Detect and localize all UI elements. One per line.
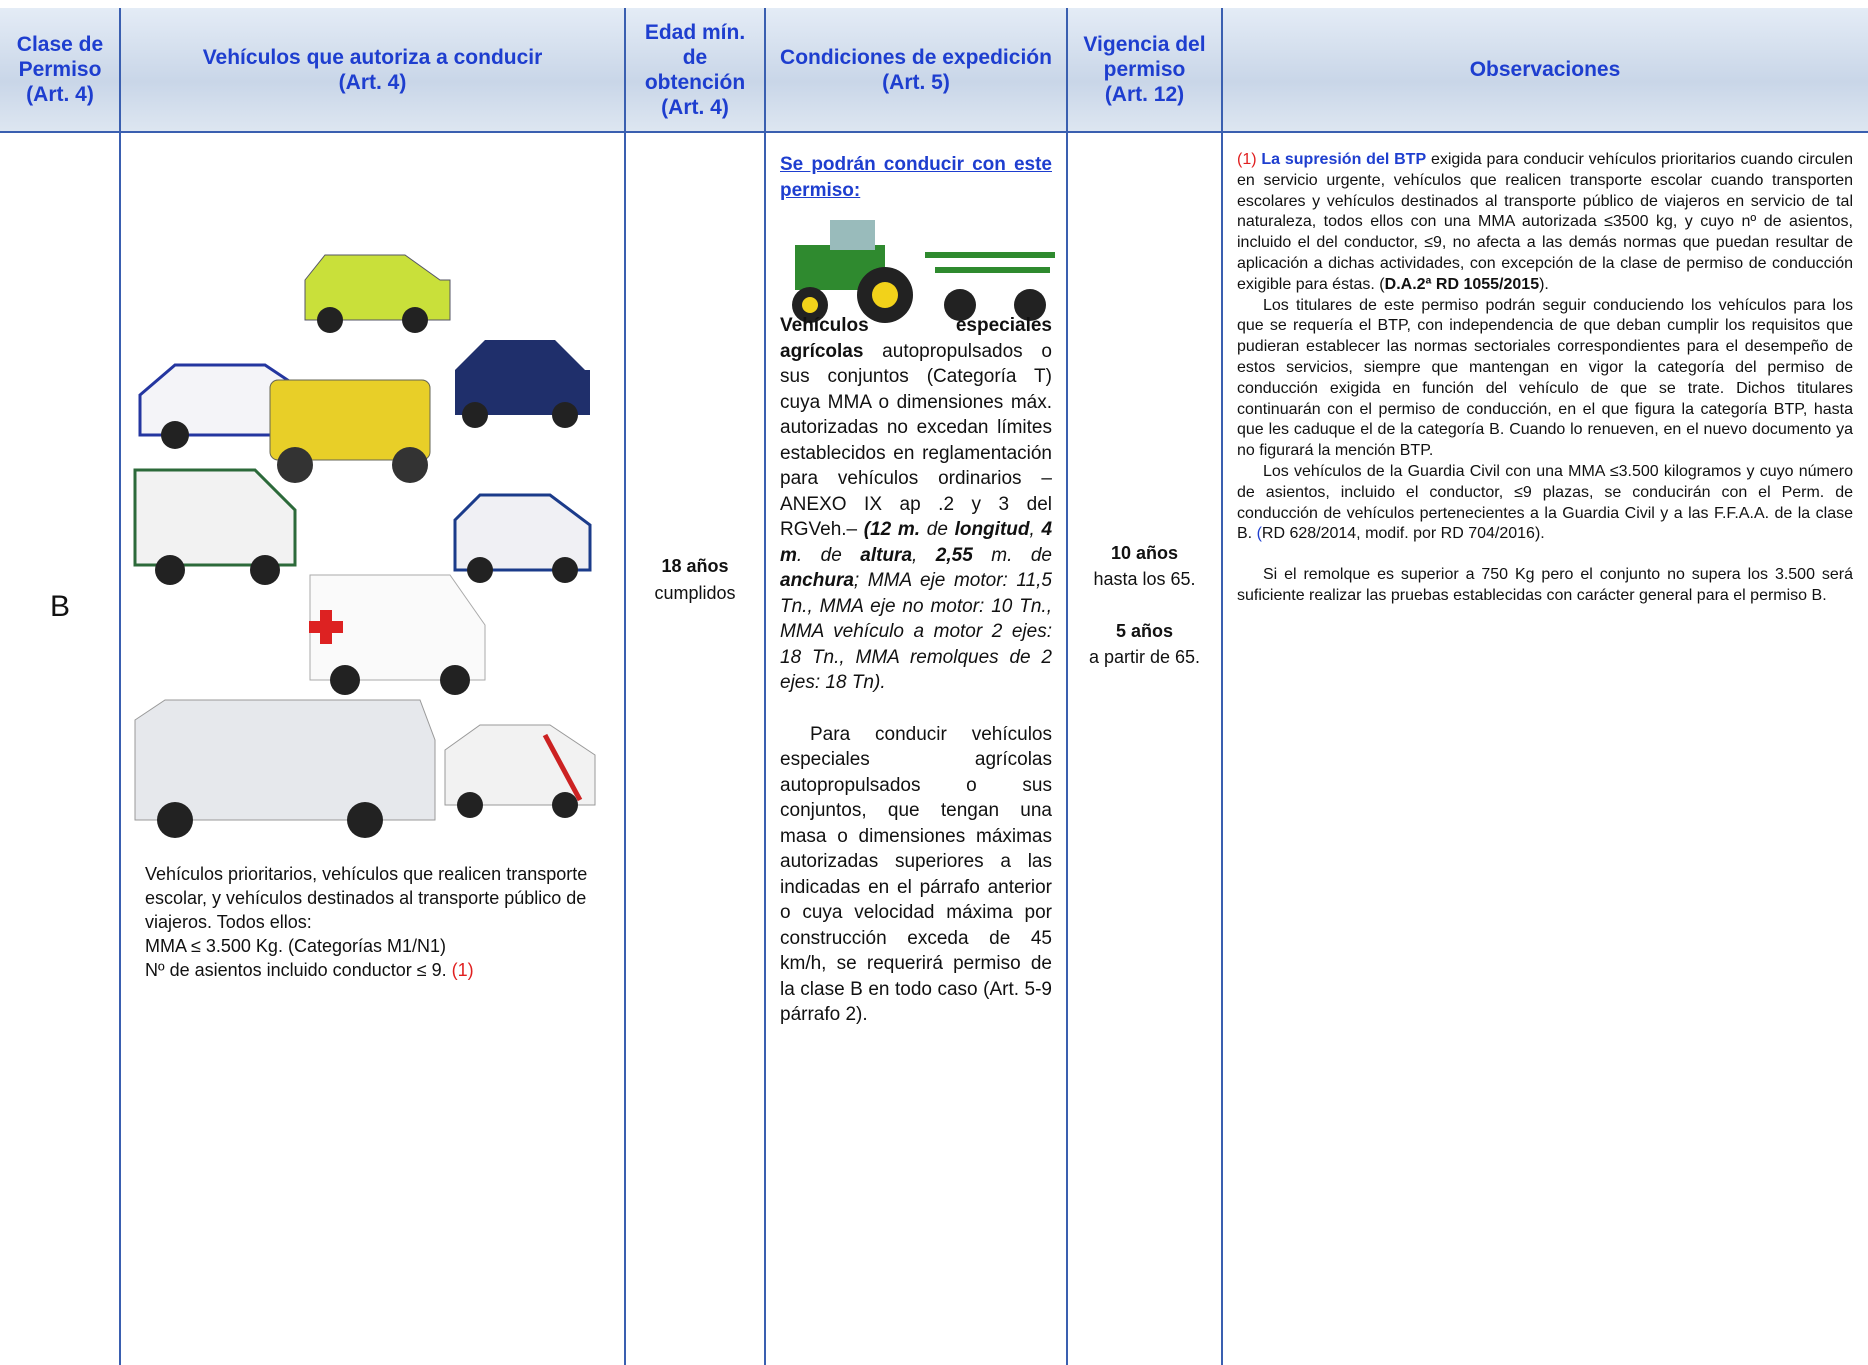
text-run: 2,55 (935, 544, 973, 566)
column-border (764, 8, 766, 1365)
text-run: altura (860, 544, 913, 566)
text-run: Para conducir vehículos especiales agríc… (780, 723, 1052, 1026)
header-cell: Vigencia del permiso (Art. 12) (1067, 8, 1222, 133)
column-border (1066, 8, 1068, 1365)
condiciones-text: Se podrán conducir con este permiso: Vehí… (780, 152, 1052, 1028)
header-line: (Art. 5) (882, 70, 950, 94)
ambulance-photo (309, 574, 486, 695)
text-run: exigida para conducir vehículos priorita… (1237, 151, 1853, 293)
paragraph: 5 años (1067, 618, 1222, 644)
text-run: , (912, 544, 936, 566)
paragraph: Los titulares de este permiso podrán seg… (1237, 296, 1853, 462)
paragraph: Para conducir vehículos especiales agríc… (780, 722, 1052, 1028)
vehicle-photos (133, 254, 596, 838)
header-line: de (682, 45, 708, 69)
header-line: (Art. 4) (661, 95, 729, 119)
text-run: de (920, 519, 955, 540)
header-cell: Edad mín. de obtención (Art. 4) (625, 8, 765, 133)
header-cell: Clase de Permiso (Art. 4) (0, 8, 120, 133)
header-line: Permiso (18, 58, 102, 81)
paragraph: 10 años (1067, 540, 1222, 566)
text-run: (1) (451, 960, 474, 980)
paragraph: Nº de asientos incluido conductor ≤ 9. (… (145, 958, 610, 982)
text-run: Vehículos especiales agrícolas (780, 315, 1052, 362)
header-line: Edad mín. (644, 20, 746, 44)
header-line: Vigencia del (1083, 33, 1206, 56)
vigencia-text: 10 años hasta los 65. 5 años a partir de 65… (1067, 540, 1222, 670)
minibus-photo (134, 699, 436, 838)
paragraph: MMA ≤ 3.500 Kg. (Categorías M1/N1) (145, 934, 610, 958)
text-run: Los vehículos de la Guardia Civil con un… (1237, 462, 1853, 543)
text-run: MMA ≤ 3.500 Kg. (Categorías M1/N1) (145, 936, 446, 956)
vehiculos-text: Vehículos prioritarios, vehículos que re… (145, 862, 610, 982)
text-run: 18 años (661, 556, 729, 576)
clase: B (49, 590, 70, 623)
paragraph: 18 años (625, 553, 765, 580)
header-cell: Observaciones (1222, 8, 1868, 133)
text-run: ( (1256, 525, 1262, 543)
paragraph: Los vehículos de la Guardia Civil con un… (1237, 462, 1853, 545)
header-cell: Condiciones de expedición (Art. 5) (765, 8, 1067, 133)
paragraph: hasta los 65. (1067, 566, 1222, 592)
text-run: Nº de asientos incluido conductor ≤ 9. (145, 960, 452, 980)
text-run: m. de (972, 544, 1052, 566)
text-run: RD 628/2014, modif. por RD 704/2016). (1261, 525, 1545, 543)
text-run: D.A.2ª RD 1055/2015 (1384, 275, 1540, 293)
car-photo (453, 493, 592, 583)
paragraph: a partir de 65. (1067, 644, 1222, 670)
edad-text: 18 años cumplidos (625, 553, 765, 607)
text-run: anchura (780, 570, 854, 591)
paragraph: cumplidos (625, 580, 765, 607)
text-run: 5 años (1115, 621, 1174, 641)
taxi-photo (444, 724, 596, 818)
text-run: a partir de 65. (1088, 647, 1201, 667)
column-border (1221, 8, 1223, 1365)
header-line: Clase de (16, 33, 104, 56)
text-run: La supresión del BTP (1261, 151, 1427, 168)
column-border (119, 8, 121, 1365)
header-cell: Vehículos que autoriza a conducir (Art. 4… (120, 8, 625, 133)
text-run: Si el remolque es superior a 750 Kg pero… (1237, 566, 1853, 604)
text-run: longitud (954, 519, 1030, 540)
text-run: autopropulsados o sus conjuntos (Categor… (780, 340, 1052, 541)
tractor-photo (792, 220, 913, 323)
header-line: (Art. 12) (1104, 83, 1185, 106)
column-border (624, 8, 626, 1365)
header-line: permiso (1103, 58, 1186, 81)
header-line: (Art. 4) (26, 83, 94, 106)
text-run: , (1029, 519, 1042, 540)
header-line: Observaciones (1469, 58, 1621, 81)
text-run: 4 m (780, 519, 1053, 566)
truck-photo (269, 379, 431, 483)
text-run: Se podrán conducir con este permiso: (780, 154, 1052, 201)
text-run: (1) (1237, 151, 1257, 168)
car-photo (455, 340, 590, 428)
text-run: 10 años (1110, 543, 1179, 563)
header-line: Vehículos que autoriza a conducir (202, 45, 543, 69)
car-photo (304, 254, 451, 333)
text-run: cumplidos (654, 583, 736, 603)
paragraph: Si el remolque es superior a 750 Kg pero… (1237, 565, 1853, 607)
paragraph: Vehículos prioritarios, vehículos que re… (145, 862, 610, 934)
text-run: Los titulares de este permiso podrán seg… (1237, 296, 1853, 460)
text-run: hasta los 65. (1093, 569, 1196, 589)
paragraph: Vehículos especiales agrícolas autopropu… (780, 313, 1052, 696)
header-line: Condiciones de expedición (780, 45, 1052, 69)
text-run: Vehículos prioritarios, vehículos que re… (145, 864, 588, 932)
observaciones-text: (1) La supresión del BTP exigida para co… (1237, 150, 1853, 607)
text-run: ; MMA eje motor: 11,5 Tn., MMA eje no mo… (780, 570, 1052, 693)
text-run: . de (796, 544, 861, 566)
text-run: ). (1539, 275, 1549, 293)
sprayer-photo (925, 252, 1055, 321)
header-line: (Art. 4) (338, 70, 407, 94)
tractor-photos (792, 220, 1055, 323)
header-line: obtención (644, 70, 746, 94)
van-photo (133, 468, 297, 585)
paragraph: (1) La supresión del BTP exigida para co… (1237, 150, 1853, 296)
paragraph: Se podrán conducir con este permiso: (780, 152, 1052, 203)
text-run: (12 m. (863, 519, 921, 540)
